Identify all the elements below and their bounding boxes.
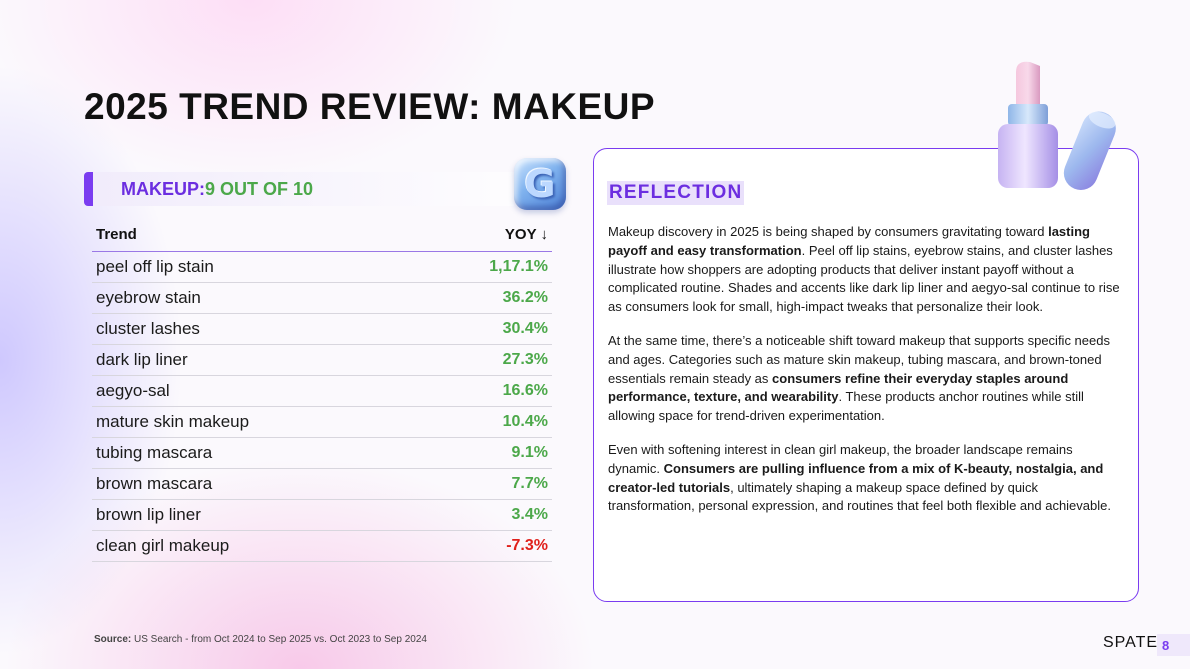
reflection-text: . These products anchor routines while s… <box>608 389 1084 424</box>
reflection-body: Makeup discovery in 2025 is being shaped… <box>608 223 1128 531</box>
trend-name: cluster lashes <box>92 313 415 345</box>
table-row: clean girl makeup -7.3% <box>92 530 552 562</box>
trend-yoy-value: 1,17.1% <box>414 251 552 283</box>
source-note: Source: US Search - from Oct 2024 to Sep… <box>94 634 427 645</box>
reflection-text: At the same time, there’s a noticeable s… <box>608 332 1110 386</box>
trend-name: peel off lip stain <box>92 251 415 283</box>
table-row: cluster lashes 30.4% <box>92 313 552 345</box>
trend-yoy-value: 36.2% <box>414 282 552 314</box>
brand-logo: SPATE <box>1103 634 1159 651</box>
lipstick-icon <box>998 61 1116 191</box>
reflection-paragraph-1: Makeup discovery in 2025 is being shaped… <box>608 223 1128 317</box>
table-row: eyebrow stain 36.2% <box>92 282 552 314</box>
reflection-text: , ultimately shaping a makeup space defi… <box>608 479 1111 514</box>
trend-yoy-value: 9.1% <box>414 437 552 469</box>
reflection-text: Makeup discovery in 2025 is being shaped… <box>608 224 1049 239</box>
trend-table-body: peel off lip stain 1,17.1% eyebrow stain 36… <box>92 251 552 562</box>
source-label: Source: <box>94 634 132 645</box>
trend-name: tubing mascara <box>92 437 415 469</box>
trend-yoy-value: 30.4% <box>414 313 552 345</box>
table-row: brown mascara 7.7% <box>92 468 552 500</box>
reflection-text: Even with softening interest in clean gi… <box>608 441 1073 476</box>
column-header-yoy[interactable]: YOY ↓ <box>414 218 552 252</box>
table-row: brown lip liner 3.4% <box>92 499 552 531</box>
trend-name: brown mascara <box>92 468 415 500</box>
source-text: US Search - from Oct 2024 to Sep 2025 vs… <box>131 634 427 645</box>
table-row: tubing mascara 9.1% <box>92 437 552 469</box>
trend-yoy-value: 10.4% <box>414 406 552 438</box>
table-row: mature skin makeup 10.4% <box>92 406 552 438</box>
reflection-emphasis: consumers refine their everyday staples … <box>608 370 1069 405</box>
trend-name: brown lip liner <box>92 499 415 531</box>
reflection-emphasis: lasting payoff and easy transformation <box>608 224 1090 258</box>
reflection-emphasis: Consumers are pulling influence from a m… <box>608 460 1104 495</box>
trend-yoy-value: 7.7% <box>414 468 552 500</box>
table-row: peel off lip stain 1,17.1% <box>92 251 552 283</box>
page-title-bold: MAKEUP <box>491 86 656 127</box>
trend-table: Trend YOY ↓ peel off lip stain 1,17.1% eye… <box>92 218 552 562</box>
trend-yoy-value: -7.3% <box>414 530 552 562</box>
trend-name: dark lip liner <box>92 344 415 376</box>
trend-yoy-value: 16.6% <box>414 375 552 407</box>
trend-yoy-value: 27.3% <box>414 344 552 376</box>
score-value: 9 OUT OF 10 <box>205 178 314 199</box>
reflection-paragraph-3: Even with softening interest in clean gi… <box>608 441 1128 516</box>
page-number: 8 <box>1157 634 1190 656</box>
page-title: 2025 TREND REVIEW: MAKEUP <box>84 86 655 128</box>
trend-name: aegyo-sal <box>92 375 415 407</box>
score-category: MAKEUP: <box>121 178 205 199</box>
table-row: dark lip liner 27.3% <box>92 344 552 376</box>
trend-name: eyebrow stain <box>92 282 415 314</box>
google-g-letter: G <box>524 162 556 206</box>
table-header-row: Trend YOY ↓ <box>92 218 552 252</box>
table-row: aegyo-sal 16.6% <box>92 375 552 407</box>
google-g-icon: G <box>514 158 566 210</box>
trend-name: clean girl makeup <box>92 530 415 562</box>
column-header-trend: Trend <box>92 218 415 252</box>
reflection-paragraph-2: At the same time, there’s a noticeable s… <box>608 332 1128 426</box>
reflection-title: REFLECTION <box>607 181 745 205</box>
trend-name: mature skin makeup <box>92 406 415 438</box>
reflection-text: . Peel off lip stains, eyebrow stains, a… <box>608 242 1120 315</box>
score-banner: MAKEUP: 9 OUT OF 10 <box>84 172 514 206</box>
page-title-light: 2025 TREND REVIEW: <box>84 86 492 127</box>
trend-yoy-value: 3.4% <box>414 499 552 531</box>
reflection-panel <box>593 148 1139 602</box>
